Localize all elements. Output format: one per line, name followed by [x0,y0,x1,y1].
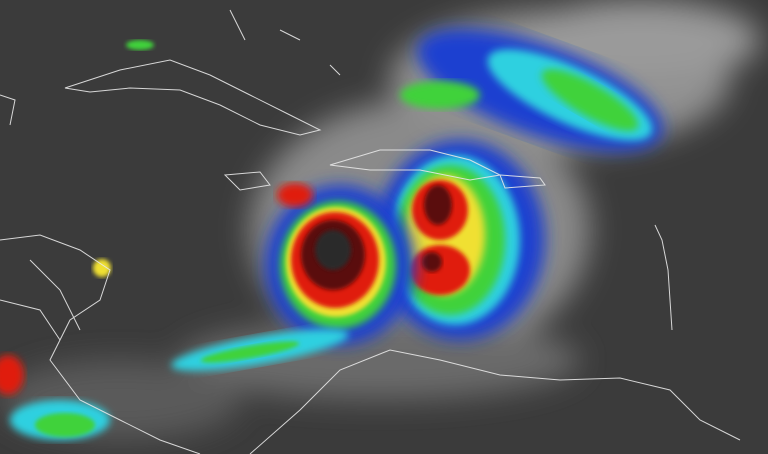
coastlines [0,9,741,454]
hurricane-core [265,183,415,345]
eastern-convection [375,140,545,340]
southern-rain-bands [0,40,349,440]
northeast-cloud-band [400,28,664,152]
